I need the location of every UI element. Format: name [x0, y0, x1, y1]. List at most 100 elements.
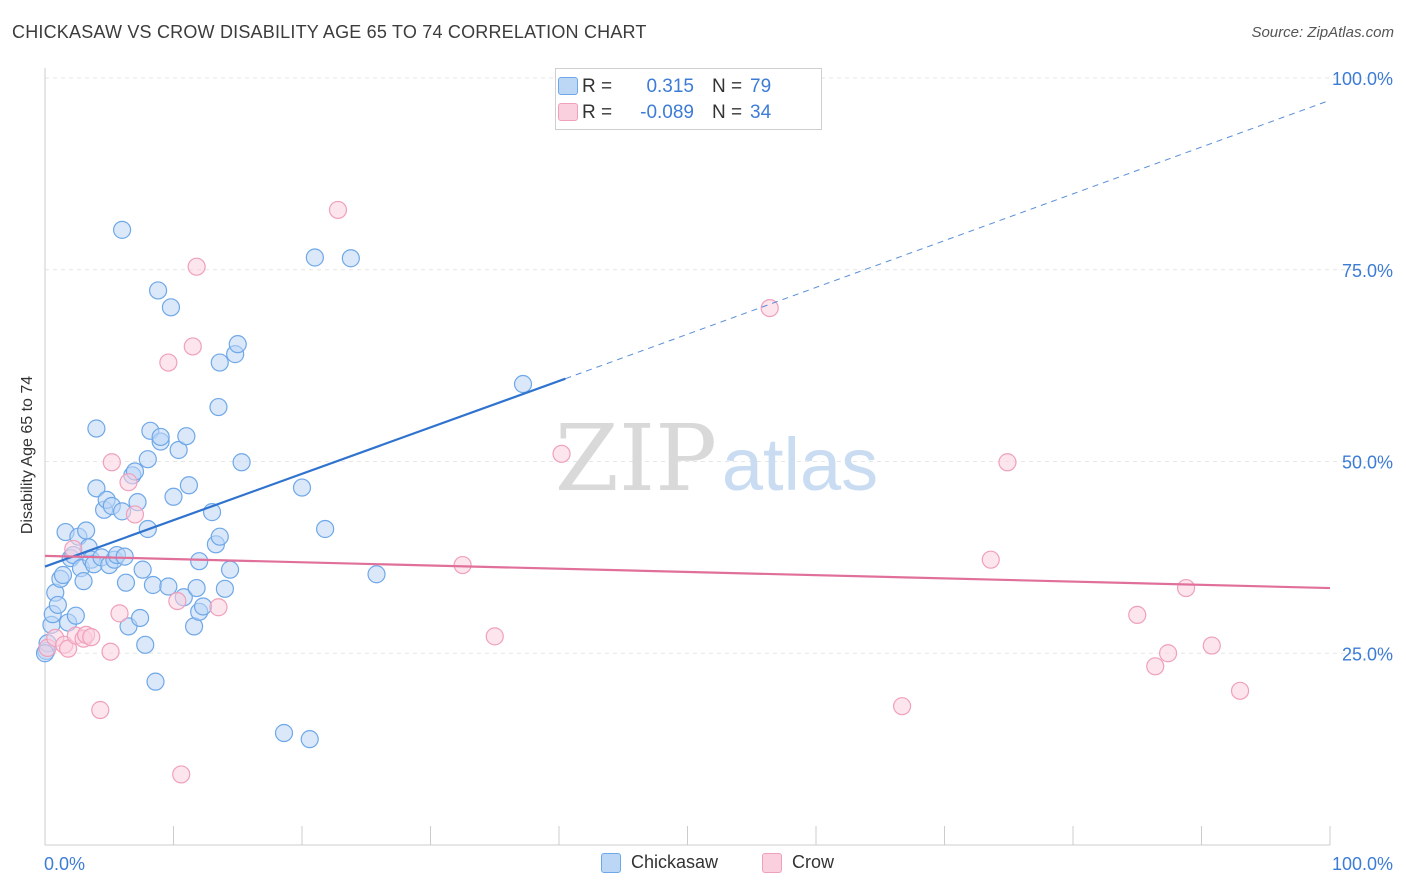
watermark: ZIP atlas [555, 405, 878, 512]
chickasaw-point-45 [148, 281, 168, 300]
chickasaw-point-65 [215, 579, 234, 598]
chickasaw-point-63 [210, 527, 229, 546]
crow-point-16 [168, 591, 187, 611]
chickasaw-point-21 [87, 419, 106, 438]
crow-point-19 [187, 257, 206, 276]
y-tick-label-2: 75.0% [1342, 261, 1393, 281]
chickasaw-point-73 [305, 248, 324, 267]
chickasaw-point-40 [138, 450, 157, 469]
stats-row-chickasaw: R = 0.315 N = 79 [558, 74, 771, 100]
crow-point-8 [82, 628, 101, 647]
chickasaw-point-5 [48, 595, 67, 615]
chickasaw-point-16 [77, 521, 96, 540]
chickasaw-point-37 [130, 608, 150, 628]
legend-item-crow: Crow [762, 852, 834, 873]
legend-label-crow: Crow [792, 852, 835, 872]
chickasaw-point-38 [133, 560, 152, 579]
watermark-atlas: atlas [722, 423, 878, 506]
watermark-zip: ZIP [555, 405, 717, 512]
chickasaw-point-7 [53, 565, 73, 585]
crow-point-9 [91, 700, 110, 720]
chickasaw-point-12 [66, 606, 85, 625]
y-axis-label: Disability Age 65 to 74 [19, 375, 36, 535]
legend-swatch-chickasaw [601, 852, 621, 873]
chickasaw-point-48 [159, 577, 178, 596]
chickasaw-point-59 [193, 597, 213, 616]
chart-title: CHICKASAW VS CROW DISABILITY AGE 65 TO 7… [12, 22, 647, 42]
chickasaw-trend-line [44, 377, 566, 568]
crow-point-12 [110, 604, 129, 623]
chickasaw-point-30 [112, 220, 132, 239]
crow-point-21 [328, 200, 348, 220]
y-tick-label-0: 25.0% [1342, 644, 1393, 664]
crow-point-24 [552, 444, 571, 463]
crow-point-34 [1230, 681, 1250, 700]
crow-point-11 [102, 453, 121, 472]
crow-point-33 [1202, 636, 1221, 655]
chickasaw-point-70 [274, 723, 294, 743]
chickasaw-point-54 [179, 476, 199, 495]
chickasaw-point-68 [228, 335, 247, 354]
chickasaw-point-56 [187, 578, 206, 598]
chickasaw-point-43 [143, 575, 163, 595]
chickasaw-point-64 [210, 353, 229, 372]
crow-point-31 [1158, 644, 1178, 663]
stats-swatch-chickasaw [558, 77, 578, 95]
stats-r-value: -0.089 [640, 102, 694, 123]
legend-swatch-crow [762, 852, 782, 873]
stats-row-crow: R = -0.089 N = 34 [558, 100, 772, 126]
y-tick-label-1: 50.0% [1342, 453, 1393, 473]
crow-point-29 [1128, 605, 1147, 625]
chickasaw-point-50 [164, 487, 183, 506]
chickasaw-point-20 [87, 479, 106, 498]
crow-point-26 [892, 697, 912, 716]
chickasaw-trend-extension [565, 99, 1331, 380]
chickasaw-point-57 [190, 552, 209, 571]
chickasaw-point-15 [74, 572, 93, 591]
crow-point-14 [125, 505, 145, 524]
stats-n-label: N = [712, 76, 743, 97]
x-tick-label-1: 100.0% [1332, 854, 1393, 874]
chickasaw-point-72 [300, 730, 319, 749]
chickasaw-point-39 [136, 635, 155, 654]
legend-label-chickasaw: Chickasaw [631, 852, 719, 872]
legend-item-chickasaw: Chickasaw [601, 852, 718, 873]
chickasaw-point-75 [341, 249, 360, 268]
chickasaw-point-49 [161, 298, 181, 317]
chickasaw-point-44 [146, 672, 165, 691]
chickasaw-point-69 [232, 453, 251, 472]
chickasaw-point-77 [513, 374, 533, 394]
crow-point-27 [981, 550, 1000, 569]
crow-point-23 [485, 627, 504, 646]
stats-r-value: 0.315 [646, 76, 694, 97]
legend: Chickasaw Crow [0, 852, 1406, 878]
x-tick-label-0: 0.0% [44, 854, 85, 874]
crow-point-22 [453, 555, 472, 575]
y-tick-label-3: 100.0% [1332, 69, 1393, 89]
stats-n-label: N = [712, 102, 743, 123]
chickasaw-point-62 [209, 397, 228, 417]
stats-r-label: R = [582, 102, 613, 123]
axes [44, 68, 1331, 846]
stats-n-value: 34 [750, 102, 772, 123]
crow-trend-line [44, 554, 1331, 590]
chart-source: Source: ZipAtlas.com [1251, 24, 1394, 41]
crow-point-28 [998, 453, 1017, 472]
crow-point-30 [1146, 657, 1165, 676]
crow-point-17 [172, 765, 191, 784]
grid-lines [45, 77, 1392, 654]
tick-labels: 25.0% 50.0% 75.0% 100.0% 0.0% 100.0% [44, 69, 1393, 874]
crow-point-25 [760, 299, 779, 318]
crow-point-32 [1176, 578, 1196, 598]
chickasaw-point-71 [292, 478, 312, 497]
chickasaw-point-51 [169, 440, 188, 460]
crow-point-20 [209, 598, 228, 617]
chickasaw-point-47 [151, 427, 170, 447]
crow-point-15 [159, 353, 178, 372]
data-points [35, 200, 1250, 784]
trend-lines [44, 99, 1331, 590]
crow-point-13 [119, 473, 138, 492]
chickasaw-point-53 [177, 427, 196, 446]
chickasaw-point-76 [367, 565, 386, 584]
